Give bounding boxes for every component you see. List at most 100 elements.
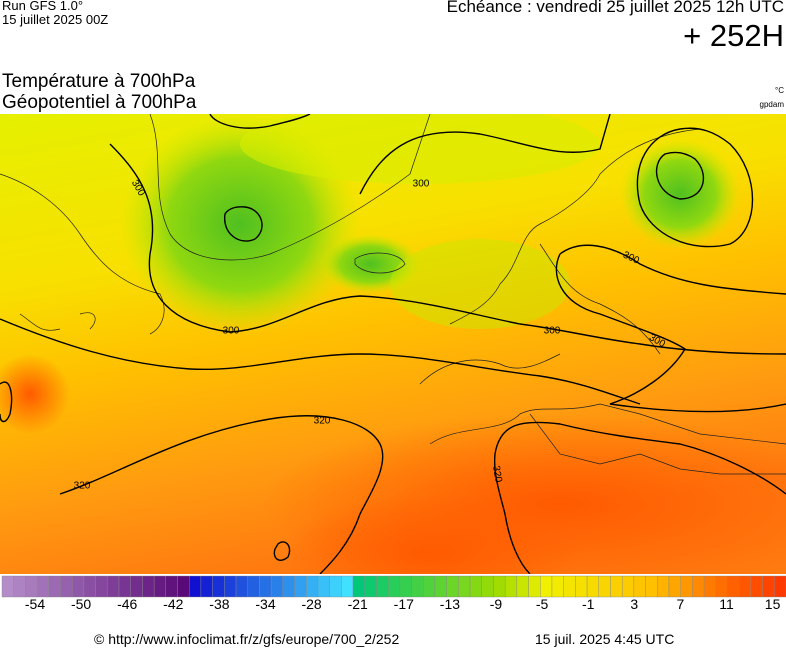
color-swatch: [48, 575, 61, 598]
color-swatch: [13, 575, 26, 598]
scale-tick-label: -54: [25, 596, 45, 612]
run-date: 15 juillet 2025 00Z: [2, 12, 109, 27]
color-swatch: [247, 575, 260, 598]
unit-temperature: °C: [775, 86, 784, 95]
color-swatch: [399, 575, 412, 598]
color-swatch: [189, 575, 202, 598]
color-swatch: [516, 575, 529, 598]
color-swatch: [750, 575, 763, 598]
color-swatch: [224, 575, 237, 598]
color-swatch: [633, 575, 646, 598]
color-swatch: [762, 575, 775, 598]
color-swatch: [680, 575, 693, 598]
color-swatch: [177, 575, 190, 598]
map: 300 300 300 300 300 300 320 320 320: [0, 114, 786, 574]
valid-time: Echéance : vendredi 25 juillet 2025 12h …: [446, 0, 784, 16]
color-swatch: [387, 575, 401, 598]
color-swatch: [540, 575, 553, 598]
contour-label: 320: [490, 465, 504, 484]
color-swatch: [493, 575, 506, 598]
color-swatch: [703, 575, 716, 598]
color-swatch: [72, 575, 85, 598]
color-swatch: [504, 575, 518, 598]
color-swatch: [352, 575, 365, 598]
color-swatch: [668, 575, 681, 598]
color-swatch: [481, 575, 494, 598]
contour-label: 320: [74, 481, 91, 492]
scale-tick-label: -42: [163, 596, 183, 612]
scale-tick-label: -5: [536, 596, 549, 612]
color-swatch: [259, 575, 272, 598]
color-swatch: [586, 575, 599, 598]
scale-tick-label: -46: [117, 596, 137, 612]
scale-tick-label: 11: [719, 596, 734, 612]
color-swatch: [610, 575, 623, 598]
color-swatch: [235, 575, 248, 598]
color-swatch: [107, 575, 120, 598]
color-swatch: [142, 575, 155, 598]
color-swatch: [774, 575, 786, 598]
scale-tick-label: -17: [394, 596, 414, 612]
color-swatch: [727, 575, 740, 598]
color-swatch: [469, 575, 482, 598]
color-swatch: [200, 575, 213, 598]
scale-tick-label: -13: [440, 596, 460, 612]
contour-label: 300: [413, 179, 430, 190]
color-swatch: [95, 575, 108, 598]
color-swatch: [130, 575, 143, 598]
color-swatch: [341, 575, 354, 598]
scale-tick-label: -34: [255, 596, 275, 612]
color-swatch: [306, 575, 319, 598]
scale-tick-label: 15: [765, 596, 781, 612]
run-label: Run GFS 1.0°: [2, 0, 84, 13]
color-swatch: [83, 575, 96, 598]
color-swatch: [118, 575, 131, 598]
color-swatch: [738, 575, 752, 598]
color-swatch: [645, 575, 658, 598]
color-swatch: [270, 575, 284, 598]
color-swatch: [1, 575, 14, 598]
color-swatch: [551, 575, 564, 598]
color-swatch: [458, 575, 471, 598]
color-swatch: [60, 575, 73, 598]
coastlines: [0, 114, 786, 475]
color-swatch: [411, 575, 424, 598]
color-swatch: [423, 575, 436, 598]
color-swatch: [715, 575, 728, 598]
color-swatch: [598, 575, 611, 598]
scale-tick-label: -28: [301, 596, 321, 612]
color-swatch: [528, 575, 541, 598]
scale-tick-label: -50: [71, 596, 91, 612]
color-swatch: [317, 575, 330, 598]
color-swatch: [329, 575, 342, 598]
color-swatch: [25, 575, 38, 598]
color-swatch: [376, 575, 389, 598]
color-swatch: [364, 575, 377, 598]
color-swatch: [692, 575, 705, 598]
scale-tick-label: -9: [490, 596, 503, 612]
color-swatch: [657, 575, 670, 598]
color-swatch: [212, 575, 225, 598]
color-swatch: [153, 575, 167, 598]
lead-time: + 252H: [683, 18, 784, 53]
source-url: © http://www.infoclimat.fr/z/gfs/europe/…: [94, 631, 400, 647]
color-swatch: [282, 575, 295, 598]
scale-tick-label: -38: [209, 596, 229, 612]
temperature-field: [0, 114, 786, 574]
color-scale: -54 -50 -46 -42 -38 -34 -28 -21 -17 -13 -9 -5 -1 3 7 11…: [1, 575, 786, 612]
color-swatch: [294, 575, 307, 598]
title-temperature: Température à 700hPa: [2, 71, 196, 92]
scale-tick-label: -21: [348, 596, 368, 612]
contour-label: 300: [544, 326, 561, 337]
color-swatch: [36, 575, 50, 598]
contour-label: 320: [314, 416, 331, 427]
contour-label: 300: [223, 326, 240, 337]
generated-time: 15 juil. 2025 4:45 UTC: [535, 631, 675, 647]
title-geopotential: Géopotentiel à 700hPa: [2, 92, 197, 113]
color-swatch: [575, 575, 588, 598]
scale-tick-label: 7: [677, 596, 685, 612]
color-swatch: [165, 575, 178, 598]
color-swatch: [621, 575, 635, 598]
scale-tick-label: -1: [582, 596, 595, 612]
